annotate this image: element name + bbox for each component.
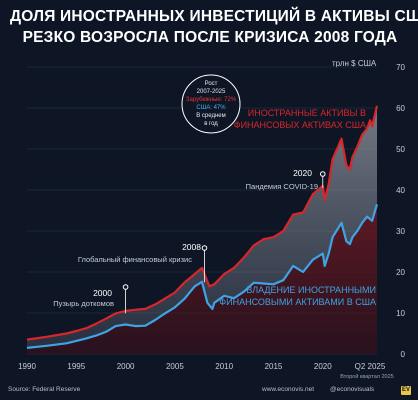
x-tick-label: 2015 (265, 362, 283, 371)
annotation-year: 2000 (93, 288, 112, 298)
x-tick-label-last: Q2 2025 (355, 362, 386, 371)
growth-callout-line: 2007-2025 (197, 89, 226, 95)
x-tick-label: 1995 (67, 362, 85, 371)
social-handle[interactable]: @econovisuals (330, 386, 375, 393)
chart-title: ДОЛЯ ИНОСТРАННЫХ ИНВЕСТИЦИЙ В АКТИВЫ США… (10, 6, 418, 48)
source-note: Source: Federal Reserve (8, 386, 81, 393)
series-label-foreign: ФИНАНСОВЫХ АКТИВАХ США (234, 120, 366, 130)
series-label-us: ВЛАДЕНИЕ ИНОСТРАННЫМИ (246, 285, 376, 295)
annotation-marker (122, 284, 129, 290)
growth-callout-line: США: 47% (196, 105, 226, 111)
annotation-marker (319, 171, 326, 177)
y-tick-label: 60 (396, 104, 405, 113)
y-tick-label: 0 (401, 350, 406, 359)
y-axis-units: трлн $ США (332, 59, 377, 68)
chart-title-line-2: РЕЗКО ВОЗРОСЛА ПОСЛЕ КРИЗИСА 2008 ГОДА (22, 29, 398, 46)
series-line-foreign-assets (26, 105, 379, 341)
annotation-text: Пузырь доткомов (53, 299, 114, 308)
x-tick-label: 2020 (314, 362, 332, 371)
y-tick-label: 70 (396, 63, 405, 72)
growth-callout-line: в год (204, 121, 218, 127)
y-tick-label: 40 (396, 186, 405, 195)
growth-callout-line: Зарубежные: 72% (186, 97, 237, 103)
series-line-us-holdings (26, 203, 379, 349)
y-axis-ticks: 0 10 20 30 40 50 60 70 (396, 63, 405, 359)
annotation-marker (201, 245, 208, 251)
brand-logo: EV (401, 386, 411, 395)
annotation-year: 2008 (182, 242, 201, 252)
annotation-text: Глобальный финансовый кризис (78, 255, 192, 264)
y-tick-label: 30 (396, 227, 405, 236)
x-tick-sublabel: Второй квартал 2025 (340, 373, 393, 380)
growth-callout-line: Рост (205, 81, 218, 87)
growth-callout-circle (181, 74, 241, 134)
series-labels: ИНОСТРАННЫЕ АКТИВЫ В ФИНАНСОВЫХ АКТИВАХ С… (219, 108, 376, 307)
annotation-year: 2020 (293, 168, 312, 178)
growth-callout: Рост 2007-2025 Зарубежные: 72% США: 47% В ср… (181, 74, 241, 134)
area-under-us-holdings (27, 204, 377, 354)
chart-title-line-1: ДОЛЯ ИНОСТРАННЫХ ИНВЕСТИЦИЙ В АКТИВЫ США (10, 8, 418, 25)
area-gap-between-series (27, 105, 377, 348)
series-label-foreign: ИНОСТРАННЫЕ АКТИВЫ В (248, 108, 366, 118)
annotation-text: Пандемия COVID-19 (246, 182, 318, 191)
growth-callout-line: В среднем (196, 113, 226, 119)
x-tick-label: 2000 (117, 362, 135, 371)
website-link[interactable]: www.econovis.net (262, 386, 315, 393)
y-tick-label: 50 (396, 145, 405, 154)
series-label-us: ФИНАНСОВЫМИ АКТИВАМИ В США (219, 297, 376, 307)
series-lines (26, 105, 379, 349)
y-tick-label: 10 (396, 309, 405, 318)
x-tick-label: 1990 (18, 362, 36, 371)
x-tick-label: 2010 (215, 362, 233, 371)
area-fills (27, 105, 377, 354)
y-tick-label: 20 (396, 268, 405, 277)
x-tick-label: 2005 (166, 362, 184, 371)
x-axis-ticks: 1990 1995 2000 2005 2010 2015 2020 Q2 2025 Второ… (18, 362, 394, 380)
